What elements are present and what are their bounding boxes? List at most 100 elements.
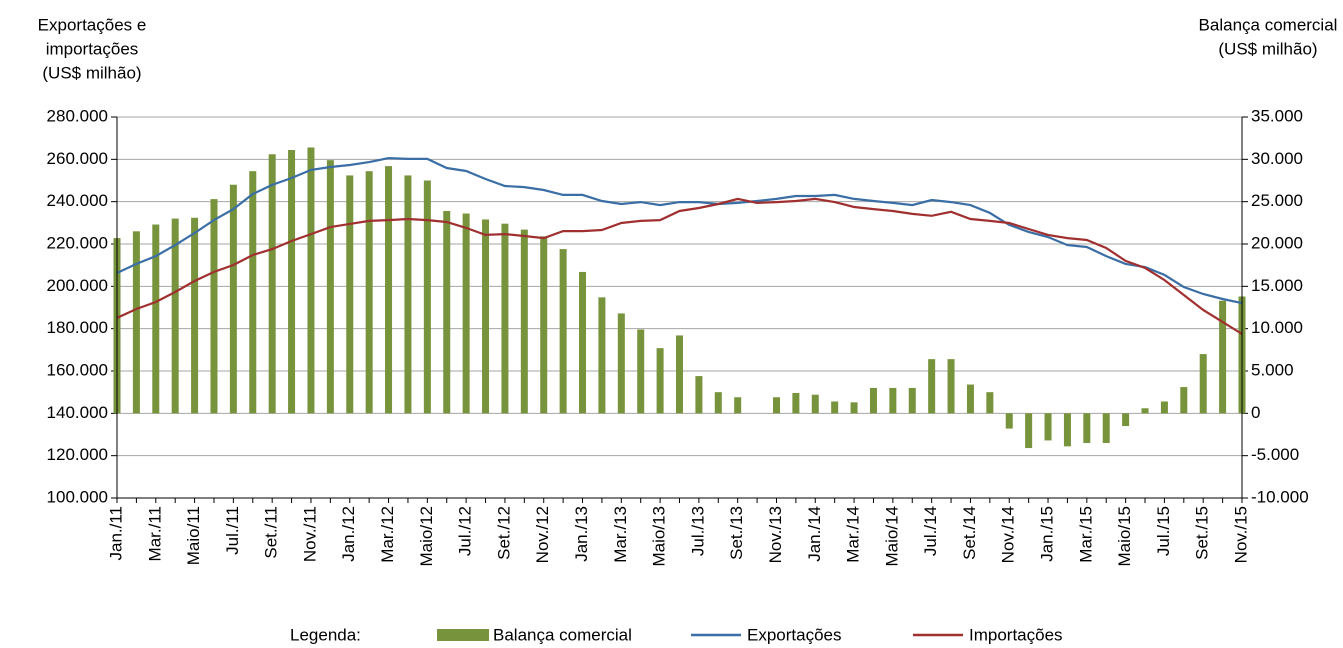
- x-tick-label: Jul./11: [223, 506, 242, 555]
- legend-label: Exportações: [747, 625, 842, 644]
- x-tick-label: Mar./15: [1076, 506, 1095, 563]
- bar: [656, 348, 664, 414]
- y-tick-label: 180.000: [47, 318, 108, 337]
- y2-axis-title: (US$ milhão): [1218, 39, 1317, 58]
- bar: [191, 217, 199, 414]
- bar: [811, 394, 819, 414]
- bar: [520, 229, 528, 414]
- y-tick-label: 140.000: [47, 403, 108, 422]
- bar: [1083, 413, 1091, 443]
- y-tick-label: 160.000: [47, 360, 108, 379]
- y-axis-title: importações: [46, 39, 139, 58]
- bar: [1160, 401, 1168, 414]
- y2-tick-label: -5.000: [1251, 445, 1299, 464]
- x-tick-label: Set./11: [262, 506, 281, 559]
- bar: [482, 219, 490, 414]
- bar: [152, 224, 160, 414]
- bar: [288, 150, 296, 414]
- x-tick-label: Set./12: [494, 506, 513, 560]
- x-tick-label: Nov./11: [300, 506, 319, 562]
- y2-tick-label: 35.000: [1251, 106, 1303, 125]
- bar: [792, 393, 800, 414]
- bar: [307, 147, 315, 414]
- bar: [229, 184, 237, 414]
- y2-tick-label: 30.000: [1251, 149, 1303, 168]
- bar: [908, 387, 916, 414]
- y-tick-label: 220.000: [47, 233, 108, 252]
- bar: [249, 171, 257, 414]
- bar: [346, 175, 354, 414]
- bar: [928, 359, 936, 414]
- x-tick-label: Mar./11: [145, 506, 164, 561]
- bar: [210, 199, 218, 414]
- x-tick-label: Maio/14: [882, 506, 901, 566]
- y2-tick-label: 0: [1251, 403, 1260, 422]
- x-tick-label: Mar./13: [611, 506, 630, 563]
- bar: [676, 335, 683, 414]
- x-tick-label: Nov./13: [766, 506, 785, 563]
- x-tick-label: Set./15: [1193, 506, 1212, 560]
- bar: [404, 175, 412, 414]
- x-tick-label: Nov./15: [1231, 506, 1250, 563]
- bar: [617, 313, 625, 414]
- x-tick-label: Jan./15: [1038, 506, 1057, 562]
- line: [116, 197, 1243, 335]
- y-tick-label: 260.000: [47, 149, 108, 168]
- y-tick-label: 240.000: [47, 191, 108, 210]
- y-tick-label: 200.000: [47, 276, 108, 295]
- bar: [1219, 300, 1227, 414]
- bar: [1180, 387, 1188, 414]
- bar: [1122, 413, 1130, 427]
- x-tick-label: Nov./12: [533, 506, 552, 563]
- y-axis-title: Exportações e: [38, 15, 147, 34]
- bar: [1025, 413, 1033, 449]
- line: [116, 156, 1243, 305]
- bar: [966, 384, 974, 414]
- x-tick-label: Maio/12: [417, 506, 436, 566]
- bar: [637, 329, 645, 414]
- bar: [734, 397, 742, 414]
- x-tick-label: Maio/15: [1115, 506, 1134, 566]
- x-tick-label: Set./13: [727, 506, 746, 560]
- bar: [1102, 413, 1110, 443]
- bar: [365, 171, 373, 414]
- bar: [986, 392, 994, 414]
- y-tick-label: 280.000: [47, 106, 108, 125]
- x-tick-label: Jul./14: [921, 506, 940, 556]
- bar: [579, 271, 587, 414]
- bar: [268, 154, 276, 414]
- x-tick-label: Mar./14: [844, 506, 863, 563]
- legend-label: Balança comercial: [493, 625, 632, 644]
- legend-label: Importações: [969, 625, 1063, 644]
- y-axis-title: (US$ milhão): [42, 63, 141, 82]
- x-tick-label: Mar./12: [378, 506, 397, 563]
- y2-tick-label: 20.000: [1251, 233, 1303, 252]
- bar: [714, 392, 722, 414]
- y2-tick-label: 25.000: [1251, 191, 1303, 210]
- x-tick-label: Jul./12: [456, 506, 475, 556]
- bar: [1005, 413, 1013, 429]
- bar: [1199, 354, 1207, 414]
- x-tick-label: Jan./13: [572, 506, 591, 562]
- x-tick-label: Jul./13: [688, 506, 707, 556]
- x-tick-label: Maio/13: [650, 506, 669, 566]
- bar: [1063, 413, 1071, 447]
- bar: [1141, 408, 1149, 414]
- bar: [1044, 413, 1052, 441]
- y2-tick-label: 15.000: [1251, 276, 1303, 295]
- bar: [462, 213, 470, 414]
- bar: [831, 401, 839, 414]
- y2-tick-label: 5.000: [1251, 360, 1294, 379]
- bar: [326, 160, 334, 414]
- bar: [443, 210, 451, 414]
- x-tick-label: Jan./14: [805, 506, 824, 562]
- bar: [598, 297, 606, 414]
- y-tick-label: 100.000: [47, 487, 108, 506]
- bar: [559, 249, 567, 414]
- y2-tick-label: 10.000: [1251, 318, 1303, 337]
- y2-axis-title: Balança comercial: [1199, 15, 1338, 34]
- bar: [540, 236, 548, 414]
- x-tick-label: Set./14: [960, 506, 979, 560]
